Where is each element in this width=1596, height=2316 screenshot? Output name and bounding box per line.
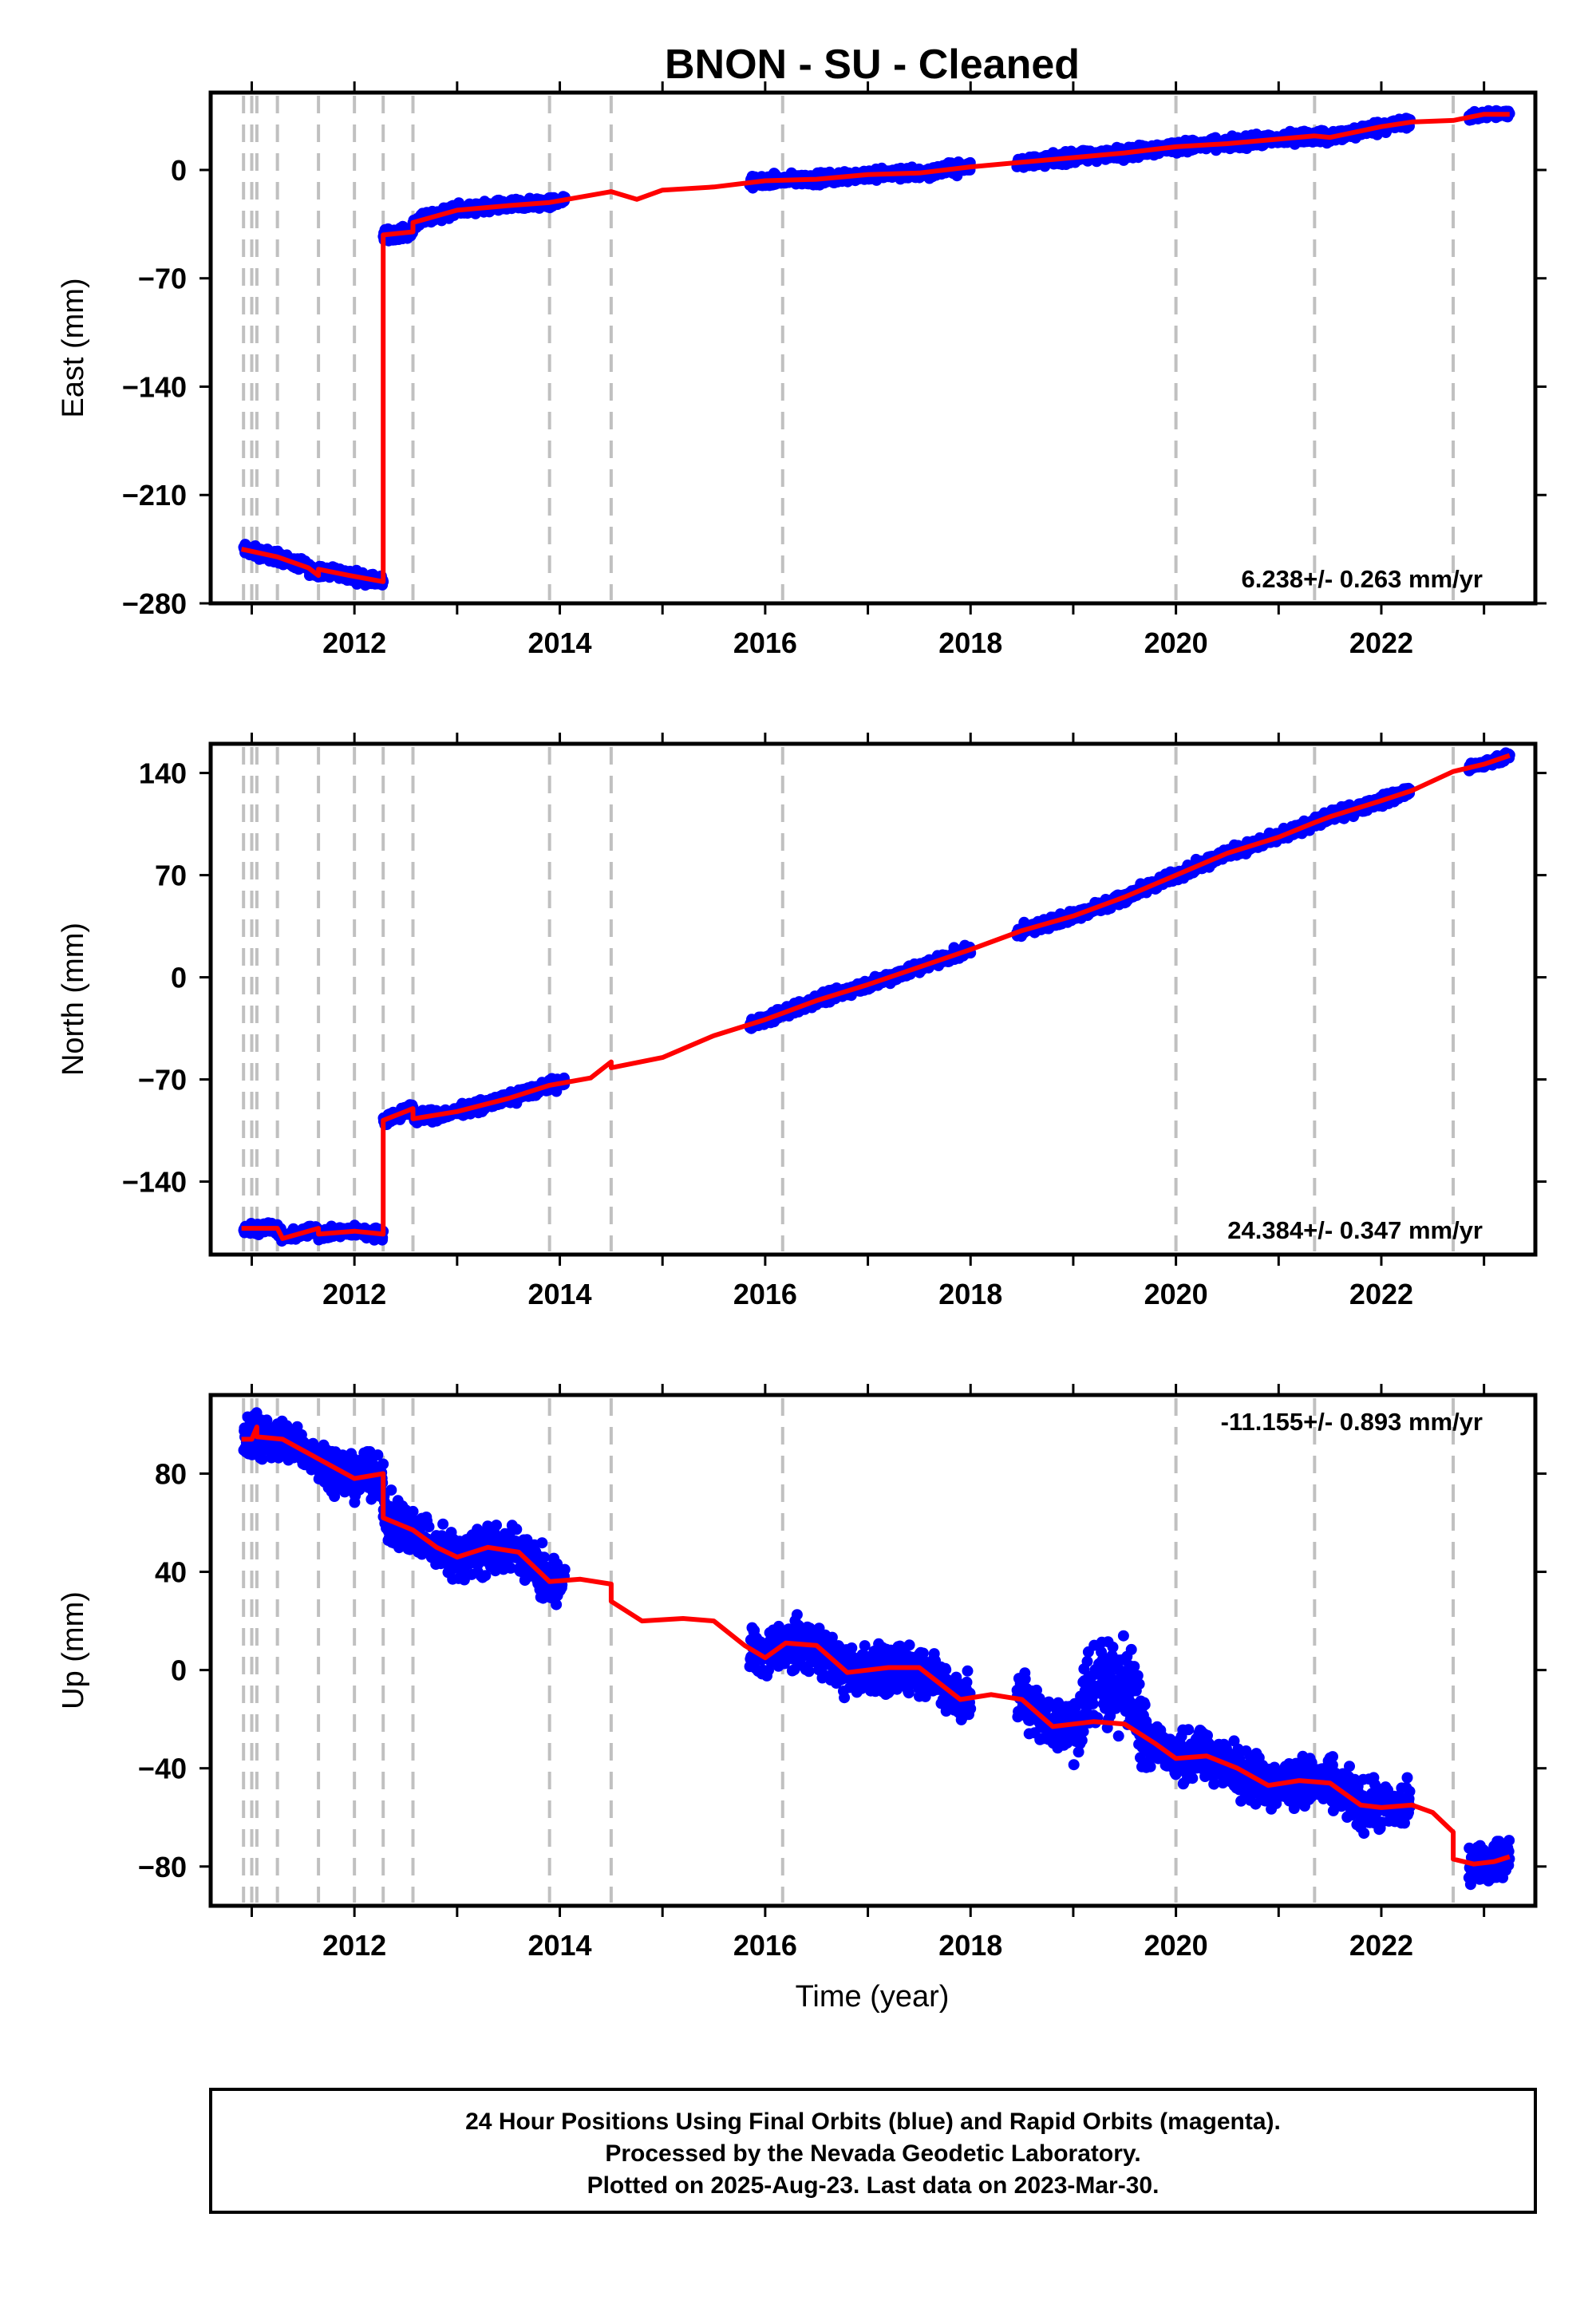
x-tick-label: 2016 bbox=[733, 626, 797, 659]
x-tick-label: 2018 bbox=[938, 626, 1002, 659]
y-tick-label: −280 bbox=[122, 587, 187, 620]
panel-north: 2012 2014 2016 2018 2020 2022140700−70−140Nor… bbox=[57, 733, 1547, 1310]
y-tick-label: −210 bbox=[122, 479, 187, 512]
panel-east: 2012 2014 2016 2018 2020 2022 0 −70 −140 −210 −280… bbox=[57, 81, 1547, 659]
y-tick-label: −140 bbox=[122, 370, 187, 403]
model-line bbox=[240, 112, 1510, 584]
x-tick-label: 2014 bbox=[527, 626, 591, 659]
x-tick-label: 2020 bbox=[1144, 626, 1208, 659]
y-axis-label: East (mm) bbox=[57, 278, 90, 417]
panels-group: 2012 2014 2016 2018 2020 2022 0 −70 −140 −210 −280… bbox=[57, 81, 1547, 1962]
y-tick-label: −70 bbox=[138, 263, 187, 295]
observation-points bbox=[238, 105, 1515, 591]
x-tick-label: 2012 bbox=[322, 626, 386, 659]
x-tick-label: 2022 bbox=[1349, 626, 1413, 659]
rate-label: 6.238+/- 0.263 mm/yr bbox=[1242, 565, 1483, 593]
chart-title: BNON - SU - Cleaned bbox=[665, 41, 1080, 88]
panel-frame bbox=[208, 90, 1538, 606]
observation-points bbox=[238, 747, 1515, 1247]
y-tick-label: 0 bbox=[171, 154, 187, 187]
